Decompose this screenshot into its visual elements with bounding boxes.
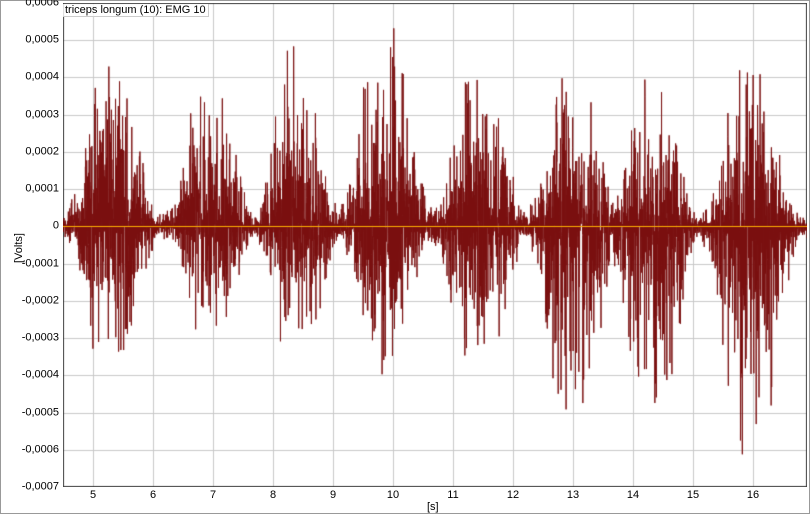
x-tick-label: 6 xyxy=(150,490,156,501)
x-tick-label: 15 xyxy=(687,490,699,501)
x-tick-label: 14 xyxy=(627,490,639,501)
x-tick-label: 11 xyxy=(447,490,458,501)
x-tick-label: 10 xyxy=(387,490,399,501)
y-tick-label: -0,0006 xyxy=(9,444,59,455)
y-tick-label: -0,0005 xyxy=(9,407,59,418)
y-tick-label: 0,0002 xyxy=(9,146,59,157)
plot-canvas xyxy=(63,3,807,487)
x-tick-label: 9 xyxy=(330,490,336,501)
y-tick-label: -0,0002 xyxy=(9,295,59,306)
x-tick-label: 12 xyxy=(507,490,519,501)
y-tick-label: 0,0005 xyxy=(9,35,59,46)
x-tick-label: 5 xyxy=(90,490,96,501)
x-axis-label: [s] xyxy=(427,501,439,513)
y-tick-label: -0,0004 xyxy=(9,370,59,381)
series-label: triceps longum (10): EMG 10 xyxy=(63,4,209,17)
x-tick-label: 13 xyxy=(567,490,579,501)
x-tick-label: 16 xyxy=(747,490,759,501)
y-tick-label: 0,0001 xyxy=(9,184,59,195)
y-tick-label: -0,0007 xyxy=(9,482,59,493)
x-tick-label: 8 xyxy=(270,490,276,501)
y-tick-label: 0,0003 xyxy=(9,109,59,120)
y-tick-label: 0,0004 xyxy=(9,72,59,83)
y-tick-label: 0,0006 xyxy=(9,0,59,9)
emg-chart: [Volts] [s] triceps longum (10): EMG 10 … xyxy=(0,0,810,514)
y-tick-label: 0 xyxy=(9,221,59,232)
y-tick-label: -0,0001 xyxy=(9,258,59,269)
y-tick-label: -0,0003 xyxy=(9,333,59,344)
x-tick-label: 7 xyxy=(210,490,216,501)
